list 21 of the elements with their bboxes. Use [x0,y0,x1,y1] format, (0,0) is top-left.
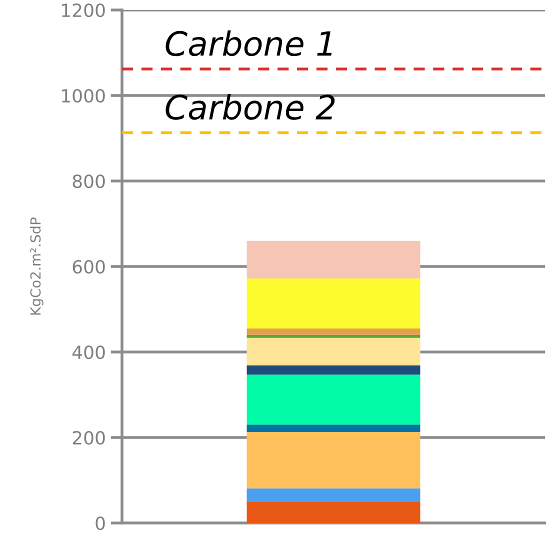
bar [246,240,420,278]
bar [246,432,420,488]
y-tick-label: 1000 [62,88,105,103]
bar [246,334,420,338]
ref-line-label: Carbone 2 [166,94,335,120]
y-tick-label: 0 [96,516,105,530]
y-axis-title: KgCo2.m².SdP [30,218,44,315]
bar [246,338,420,366]
bar [246,424,420,432]
y-tick-label: 600 [72,260,105,274]
bar [246,502,420,523]
y-tick-label: 200 [72,430,105,445]
bar [246,374,420,425]
bar [246,365,420,375]
bar [246,488,420,502]
y-tick-label: 1200 [62,3,105,18]
ref-line-label: Carbone 1 [166,30,332,56]
bar [246,328,420,335]
y-tick-label: 400 [72,345,105,360]
bar [246,278,420,328]
y-tick-label: 800 [72,174,105,188]
